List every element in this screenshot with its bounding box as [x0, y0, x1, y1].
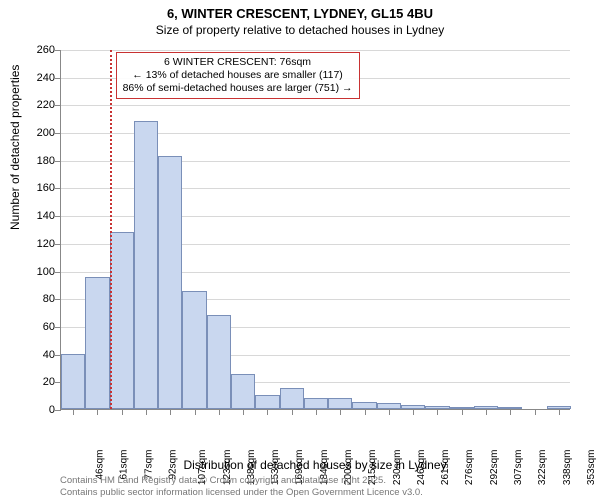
y-tick-label: 60 [27, 321, 55, 333]
y-tick-label: 200 [27, 127, 55, 139]
y-tick-label: 100 [27, 266, 55, 278]
x-tick [389, 409, 390, 415]
histogram-bar [280, 388, 304, 409]
histogram-bar [85, 277, 109, 409]
y-tick-label: 260 [27, 44, 55, 56]
histogram-bar [134, 121, 158, 409]
x-tick [510, 409, 511, 415]
x-tick [437, 409, 438, 415]
x-tick [146, 409, 147, 415]
y-tick-label: 240 [27, 72, 55, 84]
histogram-bar [110, 232, 134, 409]
chart-subtitle: Size of property relative to detached ho… [0, 23, 600, 41]
footer-line: Contains HM Land Registry data © Crown c… [60, 475, 423, 486]
y-tick-label: 0 [27, 404, 55, 416]
property-marker-line [110, 50, 112, 409]
x-tick [219, 409, 220, 415]
histogram-bar [255, 395, 279, 409]
x-tick [413, 409, 414, 415]
x-tick [170, 409, 171, 415]
y-tick-label: 180 [27, 155, 55, 167]
footer-line: Contains public sector information licen… [60, 487, 423, 498]
y-tick [55, 216, 61, 217]
y-tick-label: 40 [27, 349, 55, 361]
x-tick [73, 409, 74, 415]
plot-area: 02040608010012014016018020022024026046sq… [60, 50, 570, 410]
y-tick-label: 140 [27, 210, 55, 222]
x-tick [535, 409, 536, 415]
y-tick [55, 105, 61, 106]
x-tick-label: 353sqm [586, 450, 597, 486]
x-tick [486, 409, 487, 415]
histogram-bar [304, 398, 328, 409]
x-tick [122, 409, 123, 415]
histogram-bar [158, 156, 182, 409]
gridline [61, 50, 570, 51]
attribution-footer: Contains HM Land Registry data © Crown c… [60, 475, 423, 498]
y-tick [55, 161, 61, 162]
annotation-line: 6 WINTER CRESCENT: 76sqm [123, 56, 353, 69]
y-tick-label: 220 [27, 99, 55, 111]
y-axis-title: Number of detached properties [8, 65, 22, 230]
x-tick [462, 409, 463, 415]
x-tick [559, 409, 560, 415]
x-tick [365, 409, 366, 415]
x-tick [340, 409, 341, 415]
x-tick [195, 409, 196, 415]
y-tick [55, 188, 61, 189]
histogram-bar [207, 315, 231, 409]
y-tick [55, 272, 61, 273]
histogram-bar [61, 354, 85, 409]
histogram-bar [231, 374, 255, 409]
y-tick-label: 80 [27, 293, 55, 305]
x-axis-title: Distribution of detached houses by size … [60, 458, 570, 472]
annotation-line: 86% of semi-detached houses are larger (… [123, 82, 353, 95]
y-tick [55, 299, 61, 300]
chart-container: 6, WINTER CRESCENT, LYDNEY, GL15 4BU Siz… [0, 0, 600, 500]
histogram-bar [182, 291, 206, 409]
x-tick [267, 409, 268, 415]
y-tick [55, 50, 61, 51]
y-tick-label: 120 [27, 238, 55, 250]
annotation-box: 6 WINTER CRESCENT: 76sqm← 13% of detache… [116, 52, 360, 99]
y-tick [55, 244, 61, 245]
y-tick [55, 78, 61, 79]
x-tick [243, 409, 244, 415]
y-tick [55, 410, 61, 411]
x-tick [292, 409, 293, 415]
histogram-bar [328, 398, 352, 409]
y-tick-label: 160 [27, 182, 55, 194]
y-tick-label: 20 [27, 376, 55, 388]
x-tick [97, 409, 98, 415]
gridline [61, 105, 570, 106]
histogram-bar [352, 402, 376, 409]
y-tick [55, 327, 61, 328]
x-tick [316, 409, 317, 415]
annotation-line: ← 13% of detached houses are smaller (11… [123, 69, 353, 82]
chart-title: 6, WINTER CRESCENT, LYDNEY, GL15 4BU [0, 0, 600, 23]
y-tick [55, 133, 61, 134]
